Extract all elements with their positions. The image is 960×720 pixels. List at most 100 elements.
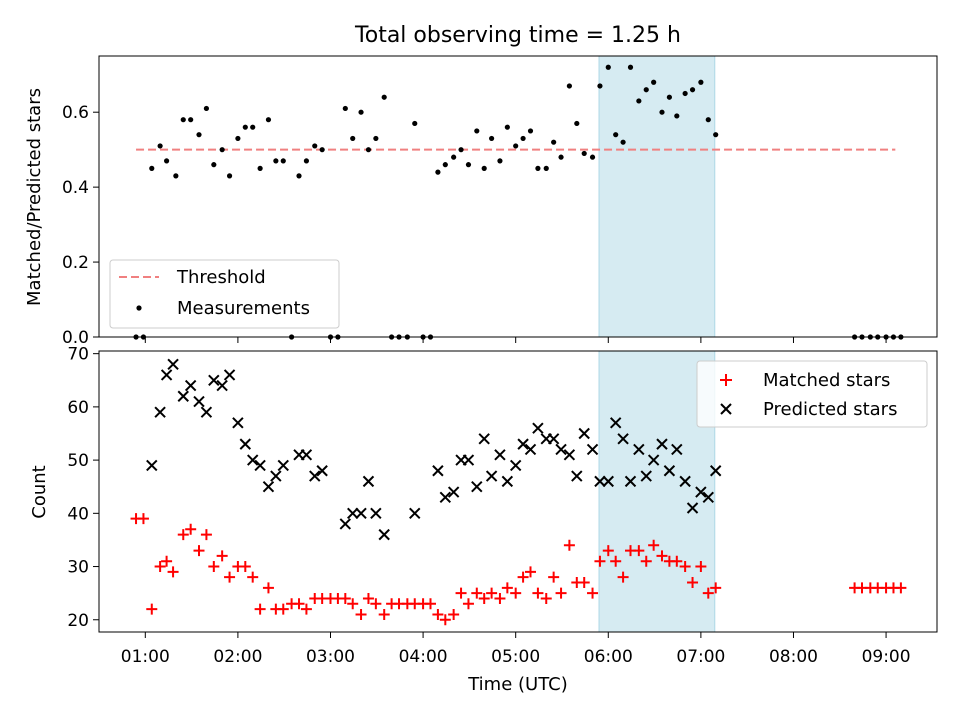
matched-star-point xyxy=(610,555,622,567)
measurement-point xyxy=(242,124,248,130)
legend-measurements-swatch xyxy=(136,305,142,311)
measurement-point xyxy=(458,147,464,153)
matched-star-point xyxy=(687,577,699,589)
y-tick-label: 20 xyxy=(67,611,89,631)
predicted-star-point xyxy=(447,486,460,498)
bottom-ylabel: Count xyxy=(29,465,50,518)
matched-star-point xyxy=(167,566,179,578)
x-tick-label: 08:00 xyxy=(769,647,818,667)
top-ylabel: Matched/Predicted stars xyxy=(24,88,45,306)
predicted-star-point xyxy=(254,459,266,472)
predicted-stars-points xyxy=(146,358,722,541)
legend-matched-swatch xyxy=(720,374,732,386)
predicted-star-point xyxy=(663,465,676,477)
matched-star-point xyxy=(193,545,205,557)
legend-predicted-swatch xyxy=(720,403,732,415)
predicted-star-point xyxy=(671,443,683,456)
measurement-point xyxy=(265,117,272,123)
matched-star-point xyxy=(177,529,189,541)
matched-star-point xyxy=(224,571,236,583)
matched-star-point xyxy=(478,592,490,604)
top-legend: Threshold Measurements xyxy=(109,259,340,329)
bottom-highlight-span xyxy=(598,350,716,633)
measurement-point xyxy=(504,124,510,130)
predicted-star-point xyxy=(563,449,576,461)
matched-star-point xyxy=(517,571,529,583)
matched-star-point xyxy=(510,587,522,599)
predicted-star-point xyxy=(362,475,375,488)
measurement-point xyxy=(342,105,348,112)
measurement-point xyxy=(280,158,286,164)
matched-star-point xyxy=(710,582,722,594)
matched-star-point xyxy=(471,587,483,599)
predicted-star-point xyxy=(517,438,529,450)
top-highlight-span xyxy=(598,55,716,338)
matched-star-point xyxy=(362,592,374,604)
predicted-star-point xyxy=(594,475,606,488)
measurement-point xyxy=(581,150,587,157)
matched-star-point xyxy=(895,582,907,594)
matched-star-point xyxy=(702,587,714,599)
matched-star-point xyxy=(146,603,158,615)
matched-star-point xyxy=(640,555,652,567)
x-tick-label: 02:00 xyxy=(213,647,262,667)
predicted-star-point xyxy=(709,465,722,477)
measurement-point xyxy=(705,117,711,123)
y-tick-label: 50 xyxy=(67,451,89,471)
matched-star-point xyxy=(300,603,312,615)
y-tick-label: 0.0 xyxy=(62,328,89,348)
measurement-point xyxy=(442,162,448,168)
matched-star-point xyxy=(370,598,382,610)
predicted-star-point xyxy=(485,470,498,482)
predicted-star-point xyxy=(270,470,282,482)
measurement-point xyxy=(605,64,611,70)
predicted-star-point xyxy=(439,491,452,504)
matched-star-point xyxy=(602,545,614,557)
y-tick-label: 60 xyxy=(67,398,89,418)
bottom-legend: Matched stars Predicted stars xyxy=(696,360,928,428)
bottom-axes-frame xyxy=(98,350,938,633)
measurement-point xyxy=(196,132,202,138)
measurement-point xyxy=(296,173,302,179)
measurement-point xyxy=(689,87,696,93)
predicted-star-point xyxy=(355,507,367,520)
measurement-point xyxy=(163,158,170,164)
predicted-star-point xyxy=(239,438,252,450)
measurement-points xyxy=(133,64,904,340)
matched-star-point xyxy=(161,555,173,567)
predicted-star-point xyxy=(432,465,444,477)
matched-star-point xyxy=(185,523,197,535)
measurement-point xyxy=(474,128,480,134)
predicted-star-point xyxy=(184,379,197,392)
measurement-point xyxy=(636,98,642,104)
top-y-ticks: 0.0 0.2 0.4 0.6 xyxy=(62,103,99,348)
predicted-star-point xyxy=(216,379,228,392)
matched-star-point xyxy=(137,513,149,525)
matched-star-point xyxy=(633,545,645,557)
x-tick-label: 01:00 xyxy=(121,647,170,667)
measurement-point xyxy=(698,79,704,85)
measurement-point xyxy=(489,135,495,142)
matched-star-point xyxy=(540,592,552,604)
predicted-star-point xyxy=(309,470,321,482)
measurement-point xyxy=(597,83,603,89)
matched-star-point xyxy=(424,598,436,610)
predicted-star-point xyxy=(679,475,691,488)
measurement-point xyxy=(235,135,241,142)
predicted-star-point xyxy=(702,491,714,504)
predicted-star-point xyxy=(409,507,421,520)
predicted-star-point xyxy=(154,406,166,418)
measurement-point xyxy=(451,154,457,160)
measurement-point xyxy=(659,109,665,115)
predicted-star-point xyxy=(232,417,244,429)
matched-star-point xyxy=(239,561,251,573)
legend-predicted-label: Predicted stars xyxy=(763,399,897,420)
measurement-point xyxy=(620,139,626,145)
measurement-point xyxy=(188,117,194,123)
matched-star-point xyxy=(578,577,590,589)
predicted-star-point xyxy=(478,433,490,445)
measurement-point xyxy=(273,158,279,164)
x-tick-label: 03:00 xyxy=(306,647,355,667)
measurement-point xyxy=(319,147,325,153)
